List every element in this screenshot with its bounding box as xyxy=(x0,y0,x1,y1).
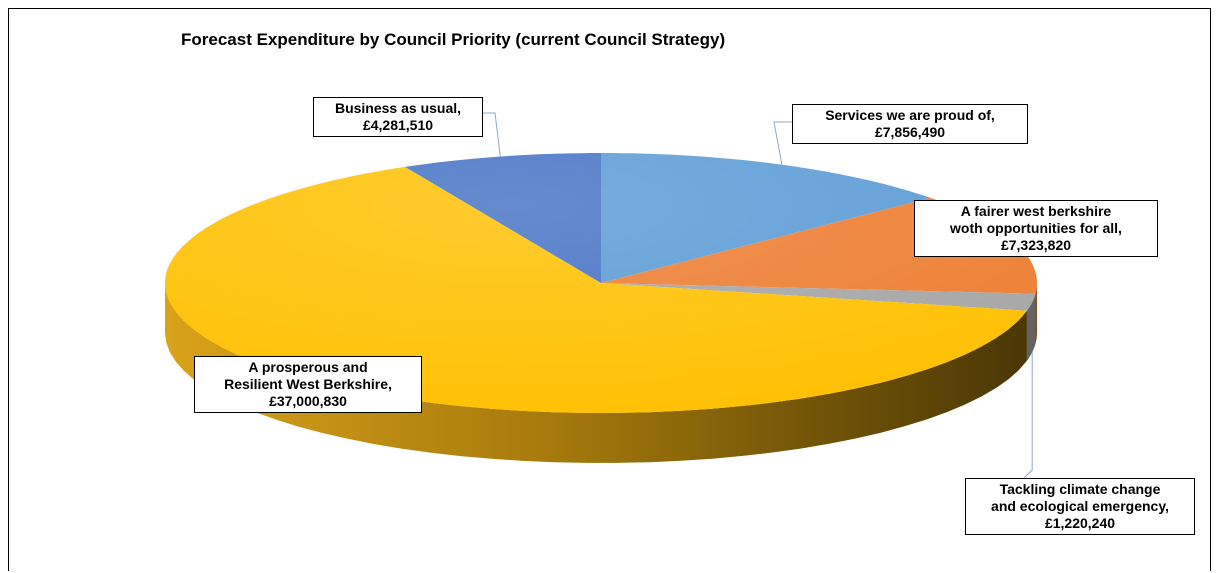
leader-line-business xyxy=(483,112,501,157)
slice-label-business: Business as usual, £4,281,510 xyxy=(313,97,483,137)
pie-side-fairer xyxy=(1035,283,1037,344)
chart-frame xyxy=(8,8,1211,571)
chart-title: Forecast Expenditure by Council Priority… xyxy=(181,30,726,49)
slice-label-services: Services we are proud of, £7,856,490 xyxy=(792,104,1028,144)
slice-label-climate-line1: Tackling climate change xyxy=(999,481,1161,497)
slice-label-prosperous-line2: Resilient West Berkshire, xyxy=(224,376,392,392)
slice-label-climate-value: £1,220,240 xyxy=(1044,515,1116,531)
slice-label-fairer: A fairer west berkshire woth opportuniti… xyxy=(914,200,1158,257)
slice-label-fairer-value: £7,323,820 xyxy=(1000,237,1072,253)
pie-highlight xyxy=(165,153,1037,413)
slice-label-climate: Tackling climate change and ecological e… xyxy=(965,478,1195,535)
leader-line-climate xyxy=(1023,352,1033,479)
leader-line-services xyxy=(773,121,792,165)
slice-label-services-name: Services we are proud of, xyxy=(825,107,995,123)
slice-label-fairer-line1: A fairer west berkshire xyxy=(960,203,1112,219)
pie-side-climate xyxy=(1026,293,1036,361)
leader-lines xyxy=(483,112,1033,479)
slice-label-services-value: £7,856,490 xyxy=(874,124,946,140)
pie-side-group xyxy=(165,283,1037,463)
pie-side-prosperous xyxy=(165,283,1027,463)
pie-top-group xyxy=(165,153,1037,413)
slice-label-climate-line2: and ecological emergency, xyxy=(991,498,1169,514)
slice-label-prosperous-line1: A prosperous and xyxy=(248,359,368,375)
slice-label-prosperous-value: £37,000,830 xyxy=(269,393,347,409)
slice-label-business-name: Business as usual, xyxy=(334,100,462,116)
slice-label-fairer-line2: woth opportunities for all, xyxy=(950,220,1122,236)
slice-label-prosperous: A prosperous and Resilient West Berkshir… xyxy=(194,356,422,413)
slice-label-business-value: £4,281,510 xyxy=(362,117,434,133)
